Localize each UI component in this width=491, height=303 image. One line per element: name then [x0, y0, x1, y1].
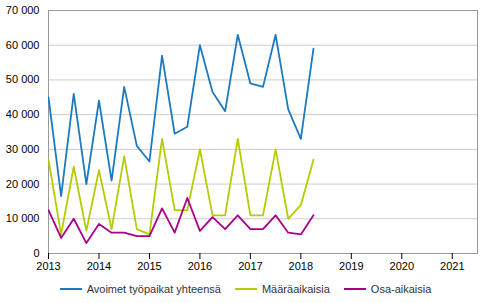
- svg-text:0: 0: [33, 247, 39, 259]
- svg-text:2014: 2014: [87, 260, 111, 272]
- svg-text:40 000: 40 000: [6, 108, 40, 120]
- svg-text:10 000: 10 000: [6, 212, 40, 224]
- svg-text:20 000: 20 000: [6, 178, 40, 190]
- svg-text:2016: 2016: [188, 260, 212, 272]
- svg-text:2018: 2018: [289, 260, 313, 272]
- svg-text:2021: 2021: [440, 260, 464, 272]
- html-text:Osa-aikaisia: Osa-aikaisia: [370, 283, 432, 295]
- svg-text:2013: 2013: [36, 260, 60, 272]
- svg-text:2020: 2020: [390, 260, 414, 272]
- svg-text:30 000: 30 000: [6, 143, 40, 155]
- html-text:Määräaikaisia: Määräaikaisia: [262, 283, 330, 295]
- svg-text:2017: 2017: [238, 260, 262, 272]
- svg-text:60 000: 60 000: [6, 39, 40, 51]
- svg-text:2019: 2019: [339, 260, 363, 272]
- svg-text:70 000: 70 000: [6, 4, 40, 16]
- html-text:Avoimet työpaikat yhteensä: Avoimet työpaikat yhteensä: [86, 283, 221, 295]
- svg-text:50 000: 50 000: [6, 73, 40, 85]
- svg-text:2015: 2015: [137, 260, 161, 272]
